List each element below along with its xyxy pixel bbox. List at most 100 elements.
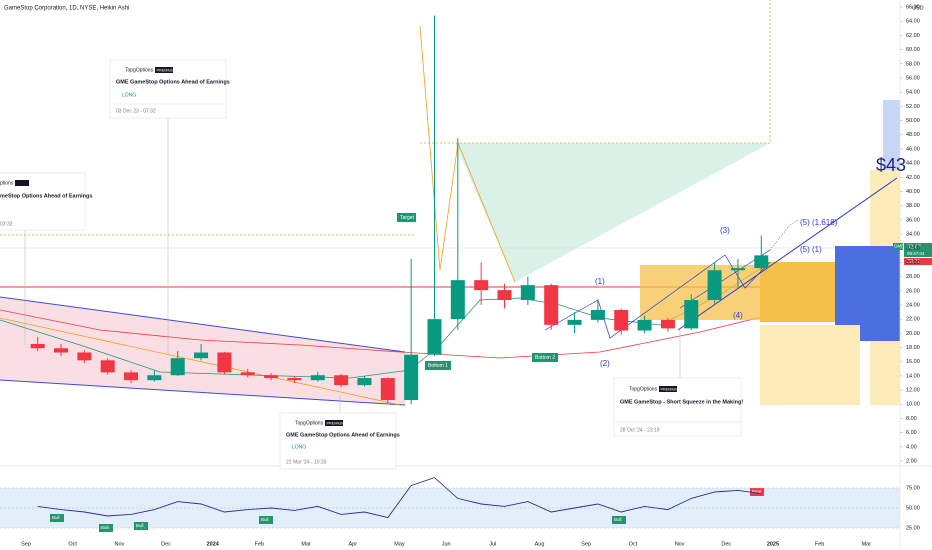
- candle-body: [590, 309, 605, 320]
- x-tick-label: May: [394, 541, 405, 547]
- x-tick-label: Oct: [629, 541, 638, 547]
- card-title: meStop Options Ahead of Earnings: [0, 193, 92, 199]
- volume-profile: [640, 100, 900, 405]
- y-tick-label: 34.00: [906, 232, 920, 238]
- x-tick-label: Mar: [862, 541, 872, 547]
- profile-bar: [640, 265, 760, 320]
- y-tick-label: 48.00: [906, 132, 920, 138]
- candle-body: [217, 352, 232, 373]
- candle-body: [684, 300, 699, 329]
- chart-title: GameStop Corporation, 1D, NYSE, Heikin A…: [4, 6, 129, 12]
- candle-body: [450, 280, 465, 320]
- card-author: TopgOptions: [125, 67, 154, 73]
- x-tick-label: Feb: [815, 541, 824, 547]
- card-time: 03:32: [0, 221, 13, 227]
- x-tick-label: Sep: [21, 541, 31, 547]
- candle-body: [100, 360, 115, 373]
- candle-body: [147, 375, 162, 381]
- y-tick-label: 50.00: [906, 118, 920, 124]
- signal-box: [612, 516, 626, 524]
- signal-box: [50, 514, 64, 522]
- ma-long: [0, 309, 771, 359]
- y-tick-label: 38.00: [906, 203, 920, 209]
- card-box: [613, 377, 742, 437]
- wave-label: (4): [733, 311, 743, 320]
- signal-label: Bull: [101, 525, 109, 530]
- projection-dots: [769, 219, 799, 251]
- x-tick-label: Oct: [68, 541, 77, 547]
- signal-label: Bear: [752, 489, 762, 494]
- tag-symbol: GME: [894, 244, 904, 249]
- y-tick-label: 36.00: [906, 217, 920, 223]
- candle-body: [380, 378, 395, 401]
- y-tick-label: 28.00: [906, 274, 920, 280]
- y-tick-label: 64.00: [906, 19, 920, 25]
- y-tick-label: 10.00: [906, 402, 920, 408]
- x-tick-label: Apr: [349, 541, 358, 547]
- card-title: GME GameStop - Short Squeeze in the Maki…: [620, 399, 743, 405]
- signal-label: Bull: [136, 523, 144, 528]
- signal-box: [750, 488, 764, 496]
- y-tick-label: 58.00: [906, 61, 920, 67]
- rsi-tick-label: 75.00: [906, 485, 920, 491]
- card-title: GME GameStop Options Ahead of Earnings: [286, 432, 400, 438]
- candle-body: [194, 352, 209, 359]
- candle-body: [730, 268, 745, 271]
- signal-label: Bull: [52, 515, 60, 520]
- idea-card[interactable]: TopgOptions PREMIUM GME GameStop Options…: [109, 59, 230, 119]
- profile-bar: [760, 262, 835, 322]
- y-tick-label: 22.00: [906, 317, 920, 323]
- candle-body: [707, 270, 722, 301]
- badge: [15, 180, 29, 186]
- idea-card[interactable]: ptions meStop Options Ahead of Earnings …: [0, 172, 92, 231]
- tag-box: [904, 243, 932, 257]
- wave-label: (5) (1.618): [800, 218, 838, 227]
- card-time: 03 Dec 23 - 07:32: [116, 108, 156, 114]
- idea-card[interactable]: TopgOptions PREMIUM GME GameStop Options…: [279, 412, 400, 470]
- y-tick-label: 20.00: [906, 331, 920, 337]
- y-tick-label: 14.00: [906, 373, 920, 379]
- card-direction: LONG: [122, 92, 136, 98]
- candle-body: [474, 280, 489, 291]
- y-tick-label: 44.00: [906, 161, 920, 167]
- candle-body: [754, 255, 769, 269]
- y-tick-label: 18.00: [906, 345, 920, 351]
- candle-body: [660, 319, 675, 329]
- candle-body: [124, 372, 139, 381]
- label-box: [425, 361, 451, 370]
- card-time: 22 Mar '24 - 10:33: [286, 459, 327, 465]
- signal-label: Bull: [261, 517, 269, 522]
- idea-card[interactable]: TopgOptions PREMIUM GME GameStop - Short…: [613, 377, 743, 437]
- y-tick-label: 8.00: [906, 416, 917, 422]
- candle-body: [30, 344, 45, 349]
- badge: [325, 420, 343, 426]
- y-tick-label: 16.00: [906, 359, 920, 365]
- badge-text: PREMIUM: [157, 68, 175, 72]
- candle-body: [637, 319, 652, 331]
- candle-body: [544, 285, 559, 325]
- y-tick-label: 40.00: [906, 189, 920, 195]
- y-tick-label: 56.00: [906, 75, 920, 81]
- candle-body: [614, 309, 629, 331]
- candle-body: [427, 319, 442, 355]
- x-tick-label: Aug: [535, 541, 545, 547]
- channel-bottom: [0, 379, 406, 406]
- candles: [30, 15, 769, 405]
- profile-bar: [760, 325, 860, 405]
- prev-price: 32.11: [907, 259, 920, 265]
- x-tick-label: Jul: [489, 541, 496, 547]
- bottom-label: Bottom 2: [535, 355, 555, 361]
- y-tick-label: 4.00: [906, 444, 917, 450]
- x-tick-label: Nov: [675, 541, 685, 547]
- card-author: ptions: [0, 180, 14, 186]
- x-tick-label: Sep: [581, 541, 591, 547]
- y-tick-label: 32.00: [906, 246, 920, 252]
- candle-body: [310, 375, 325, 381]
- candle-body: [264, 375, 279, 379]
- y-tick-label: 12.00: [906, 388, 920, 394]
- rsi-tick-label: 25.00: [906, 525, 920, 531]
- x-tick-label: Jun: [442, 541, 451, 547]
- card-author: TopgOptions: [295, 420, 324, 426]
- card-box: [0, 172, 86, 231]
- candle-body: [240, 372, 255, 376]
